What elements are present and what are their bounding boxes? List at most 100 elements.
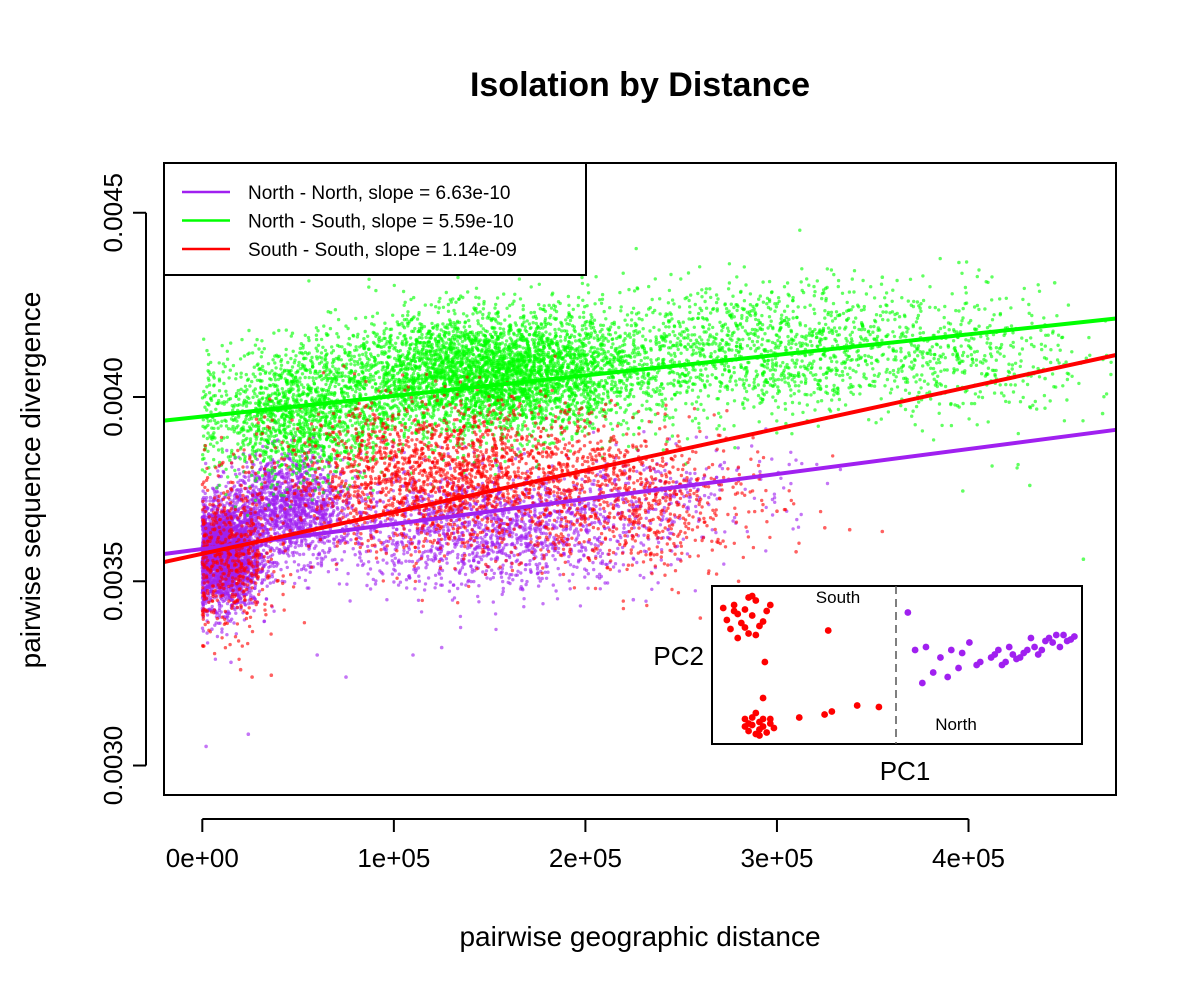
data-point bbox=[402, 548, 406, 553]
data-point bbox=[519, 542, 523, 547]
data-point bbox=[489, 537, 493, 541]
data-point bbox=[260, 543, 264, 547]
data-point bbox=[455, 556, 460, 560]
data-point bbox=[312, 546, 317, 550]
data-point bbox=[293, 545, 297, 549]
data-point bbox=[200, 515, 205, 519]
data-point bbox=[221, 469, 225, 474]
data-point bbox=[292, 560, 297, 564]
data-point bbox=[323, 551, 327, 555]
data-point bbox=[210, 486, 215, 490]
data-point bbox=[415, 531, 420, 535]
data-point bbox=[263, 491, 267, 495]
data-point bbox=[275, 497, 279, 501]
data-point bbox=[215, 634, 220, 639]
data-point bbox=[433, 573, 438, 577]
data-point bbox=[267, 522, 272, 526]
data-point bbox=[644, 599, 648, 603]
data-point bbox=[279, 468, 284, 472]
data-point bbox=[208, 499, 212, 503]
data-point bbox=[477, 600, 481, 604]
data-point bbox=[295, 513, 299, 518]
data-point bbox=[658, 523, 663, 527]
data-point bbox=[314, 521, 318, 526]
data-point bbox=[252, 609, 256, 613]
data-point bbox=[622, 523, 626, 527]
data-point bbox=[485, 576, 489, 580]
data-point bbox=[349, 538, 353, 542]
data-point bbox=[515, 541, 519, 545]
data-point bbox=[396, 559, 401, 563]
data-point bbox=[294, 521, 299, 526]
data-point bbox=[410, 559, 415, 564]
data-point bbox=[328, 518, 333, 522]
data-point bbox=[335, 514, 339, 518]
data-point bbox=[318, 499, 322, 503]
data-point bbox=[307, 498, 311, 502]
data-point bbox=[451, 583, 456, 587]
data-point bbox=[332, 541, 336, 545]
data-point bbox=[318, 476, 322, 481]
data-point bbox=[216, 469, 220, 473]
data-point bbox=[522, 605, 526, 609]
data-point bbox=[234, 611, 238, 615]
data-point bbox=[621, 563, 626, 567]
data-point bbox=[293, 581, 297, 586]
data-point bbox=[540, 576, 544, 581]
data-point bbox=[568, 563, 573, 567]
data-point bbox=[297, 575, 301, 580]
data-point bbox=[497, 542, 501, 546]
data-point bbox=[469, 564, 473, 569]
data-point bbox=[456, 552, 460, 557]
data-point bbox=[220, 627, 224, 631]
data-point bbox=[524, 582, 528, 587]
data-point bbox=[299, 567, 304, 572]
data-point bbox=[268, 461, 272, 465]
data-point bbox=[685, 552, 690, 556]
data-point bbox=[247, 478, 251, 482]
data-point bbox=[238, 472, 242, 476]
data-point bbox=[476, 594, 480, 599]
data-point bbox=[308, 570, 312, 574]
data-point bbox=[426, 576, 431, 580]
data-point bbox=[537, 562, 542, 566]
data-point bbox=[289, 513, 294, 517]
data-point bbox=[351, 547, 355, 551]
data-point bbox=[298, 552, 302, 557]
data-point bbox=[285, 565, 289, 570]
data-point bbox=[252, 596, 256, 600]
data-point bbox=[220, 630, 224, 634]
data-point bbox=[594, 504, 598, 509]
data-point bbox=[311, 552, 315, 557]
data-point bbox=[348, 599, 352, 603]
data-point bbox=[390, 572, 395, 576]
data-point bbox=[222, 534, 227, 538]
data-point bbox=[219, 474, 223, 479]
data-point bbox=[393, 556, 397, 560]
data-point bbox=[631, 556, 635, 560]
data-point bbox=[326, 570, 331, 574]
data-point bbox=[257, 589, 262, 593]
data-point bbox=[592, 478, 596, 483]
data-point bbox=[613, 562, 618, 566]
data-point bbox=[382, 540, 386, 545]
data-point bbox=[567, 579, 571, 583]
data-point bbox=[285, 471, 289, 476]
data-point bbox=[456, 561, 461, 565]
data-point bbox=[272, 609, 276, 613]
data-point bbox=[426, 557, 430, 562]
data-point bbox=[238, 600, 242, 605]
data-point bbox=[277, 548, 281, 552]
data-point bbox=[452, 596, 457, 600]
data-point bbox=[213, 657, 218, 661]
data-point bbox=[342, 535, 347, 540]
data-point bbox=[616, 546, 620, 551]
data-point bbox=[378, 530, 383, 534]
data-point bbox=[245, 465, 249, 469]
data-point bbox=[456, 586, 460, 591]
data-point bbox=[292, 550, 296, 554]
data-point bbox=[326, 550, 331, 554]
data-point bbox=[796, 525, 801, 529]
data-point bbox=[234, 632, 238, 636]
